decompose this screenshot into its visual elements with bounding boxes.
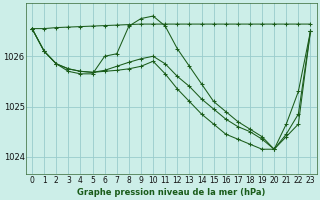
X-axis label: Graphe pression niveau de la mer (hPa): Graphe pression niveau de la mer (hPa) bbox=[77, 188, 266, 197]
